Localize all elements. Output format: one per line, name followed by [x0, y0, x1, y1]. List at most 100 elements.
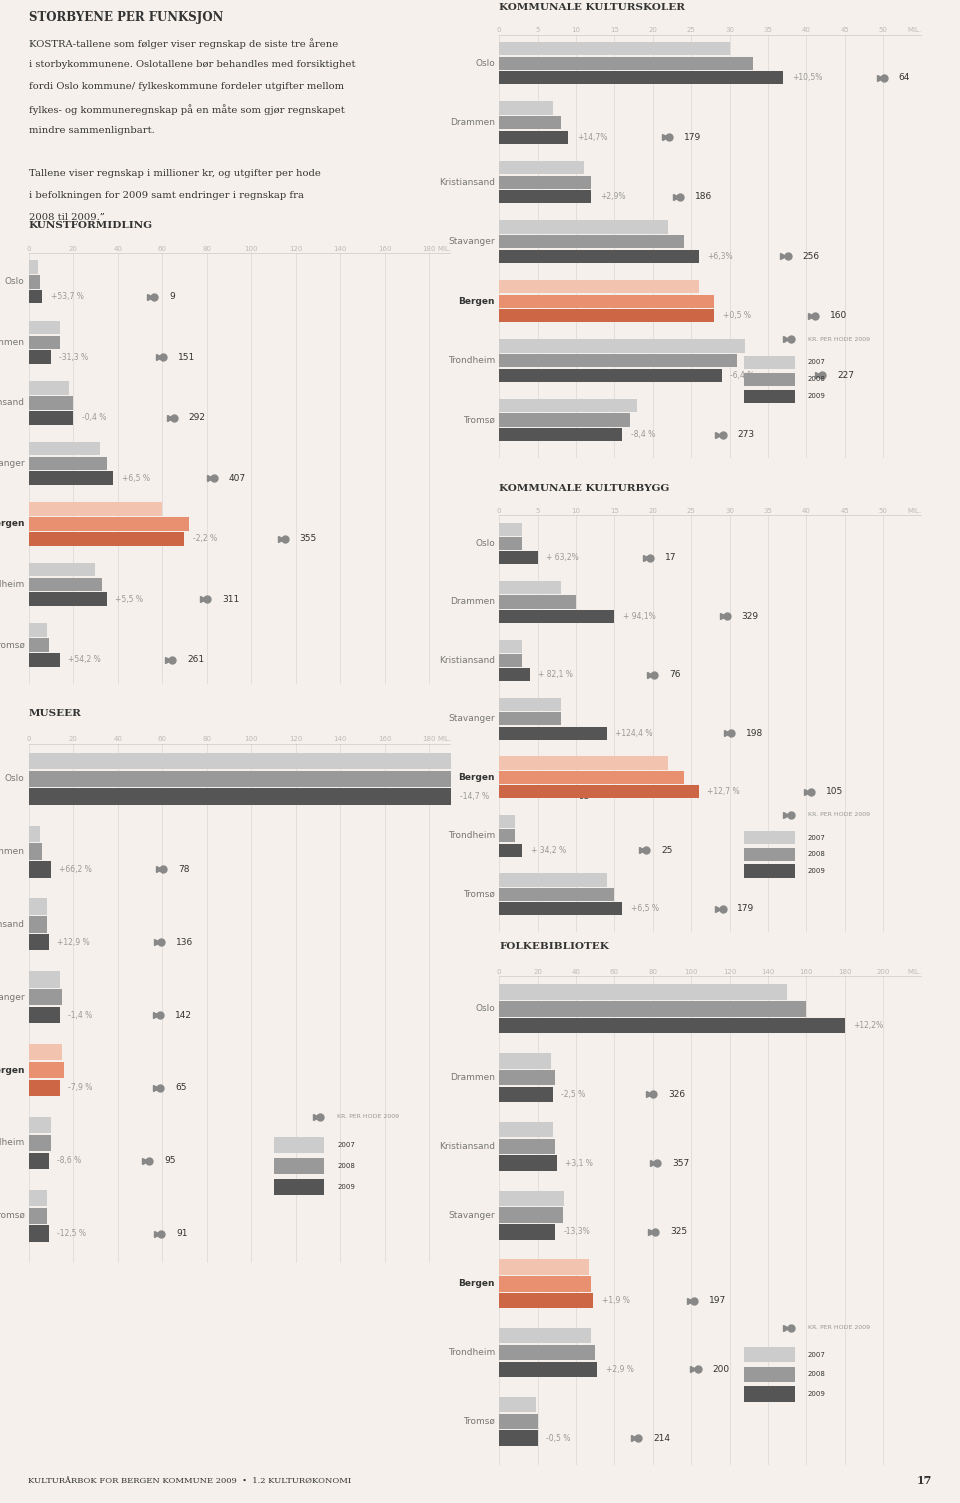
Bar [29, 275, 40, 289]
Text: 40: 40 [802, 27, 811, 33]
Bar [29, 825, 40, 842]
Bar [499, 654, 522, 667]
Bar [499, 1121, 553, 1138]
Text: Bergen: Bergen [459, 773, 495, 782]
Text: KUNSTFORMIDLING: KUNSTFORMIDLING [29, 221, 153, 230]
Text: 30: 30 [725, 27, 734, 33]
Text: 17: 17 [664, 553, 676, 562]
Bar [499, 295, 714, 308]
Bar [499, 830, 515, 842]
Text: 30: 30 [725, 508, 734, 514]
Text: 20: 20 [69, 245, 78, 251]
Text: 273: 273 [737, 430, 755, 439]
Text: 40: 40 [571, 968, 581, 974]
Bar [499, 1413, 538, 1429]
Text: KULTURÅRBOK FOR BERGEN KOMMUNE 2009  •  1.2 KULTURØKONOMI: KULTURÅRBOK FOR BERGEN KOMMUNE 2009 • 1.… [29, 1476, 351, 1485]
Text: MUSEER: MUSEER [29, 709, 82, 718]
Bar [499, 815, 515, 828]
Text: +3,1 %: +3,1 % [565, 1159, 593, 1168]
Text: 45: 45 [840, 27, 850, 33]
Bar [499, 1431, 538, 1446]
Text: 40: 40 [113, 245, 122, 251]
Bar [499, 552, 538, 564]
Text: 5: 5 [536, 27, 540, 33]
Bar [29, 933, 49, 950]
Bar [499, 984, 787, 999]
Text: Kristiansand: Kristiansand [439, 177, 495, 186]
Bar [499, 873, 607, 887]
Text: 2007: 2007 [807, 359, 826, 365]
Bar [29, 753, 451, 770]
Bar [499, 669, 530, 681]
Text: 0: 0 [497, 968, 501, 974]
Text: 120: 120 [289, 736, 302, 742]
Bar [499, 843, 522, 857]
Text: 35: 35 [763, 508, 773, 514]
Text: 256: 256 [803, 253, 820, 260]
Text: 326: 326 [668, 1090, 685, 1099]
Bar [499, 355, 737, 367]
Bar [29, 1135, 51, 1151]
Text: 2008 til 2009.”: 2008 til 2009.” [29, 213, 105, 222]
Text: 76: 76 [669, 670, 681, 679]
Bar [29, 1045, 62, 1061]
Bar [29, 789, 451, 804]
Bar [499, 582, 561, 594]
Text: 60: 60 [157, 736, 167, 742]
Bar [29, 971, 60, 987]
Text: 2008: 2008 [807, 376, 826, 382]
Text: -12,5 %: -12,5 % [58, 1229, 86, 1238]
Bar [744, 356, 795, 370]
Text: +0,5 %: +0,5 % [723, 311, 751, 320]
Bar [499, 771, 684, 785]
Text: Tromsø: Tromsø [463, 890, 495, 899]
Bar [499, 1156, 557, 1171]
Bar [29, 1079, 60, 1096]
Text: Tromsø: Tromsø [463, 416, 495, 425]
Text: Bergen: Bergen [0, 1066, 25, 1075]
Bar [499, 1276, 591, 1291]
Text: -13,3%: -13,3% [564, 1228, 590, 1237]
Text: MIL.: MIL. [437, 245, 451, 251]
Text: 95: 95 [164, 1156, 176, 1165]
Text: Kristiansand: Kristiansand [0, 920, 25, 929]
Text: 355: 355 [300, 534, 317, 543]
Text: 325: 325 [670, 1228, 687, 1237]
Text: Kristiansand: Kristiansand [439, 1142, 495, 1151]
Text: 2009: 2009 [807, 869, 826, 875]
Text: 78: 78 [179, 864, 190, 873]
Text: FOLKEBIBLIOTEK: FOLKEBIBLIOTEK [499, 942, 609, 951]
Text: Drammen: Drammen [450, 598, 495, 606]
Bar [499, 756, 668, 770]
Text: Oslo: Oslo [475, 1004, 495, 1013]
Bar [29, 1063, 64, 1078]
Text: Trondheim: Trondheim [0, 1138, 25, 1147]
Text: -2,5 %: -2,5 % [562, 1090, 586, 1099]
Bar [29, 899, 47, 915]
Text: 2007: 2007 [807, 1351, 826, 1357]
Text: KOSTRA-tallene som følger viser regnskap de siste tre årene: KOSTRA-tallene som følger viser regnskap… [29, 39, 338, 50]
Text: 179: 179 [684, 132, 701, 141]
Bar [29, 1207, 47, 1223]
Bar [499, 57, 753, 71]
Bar [744, 1366, 795, 1381]
Text: MIL.: MIL. [907, 27, 922, 33]
Text: Oslo: Oslo [475, 59, 495, 68]
Text: 2008: 2008 [807, 851, 826, 857]
Text: i befolkningen for 2009 samt endringer i regnskap fra: i befolkningen for 2009 samt endringer i… [29, 191, 303, 200]
Bar [499, 234, 684, 248]
Bar [29, 290, 42, 304]
Text: 357: 357 [672, 1159, 689, 1168]
Text: 10: 10 [571, 27, 581, 33]
Text: 311: 311 [222, 595, 239, 604]
Text: +1,9 %: +1,9 % [602, 1296, 630, 1305]
Text: 20: 20 [648, 27, 658, 33]
Bar [499, 1260, 589, 1275]
Text: 2009: 2009 [337, 1184, 355, 1190]
Text: + 94,1%: + 94,1% [623, 612, 656, 621]
Bar [29, 639, 49, 652]
Text: KR. PER HODE 2009: KR. PER HODE 2009 [337, 1114, 399, 1120]
Bar [274, 1136, 324, 1153]
Text: +6,3%: +6,3% [708, 253, 732, 260]
Bar [29, 472, 113, 485]
